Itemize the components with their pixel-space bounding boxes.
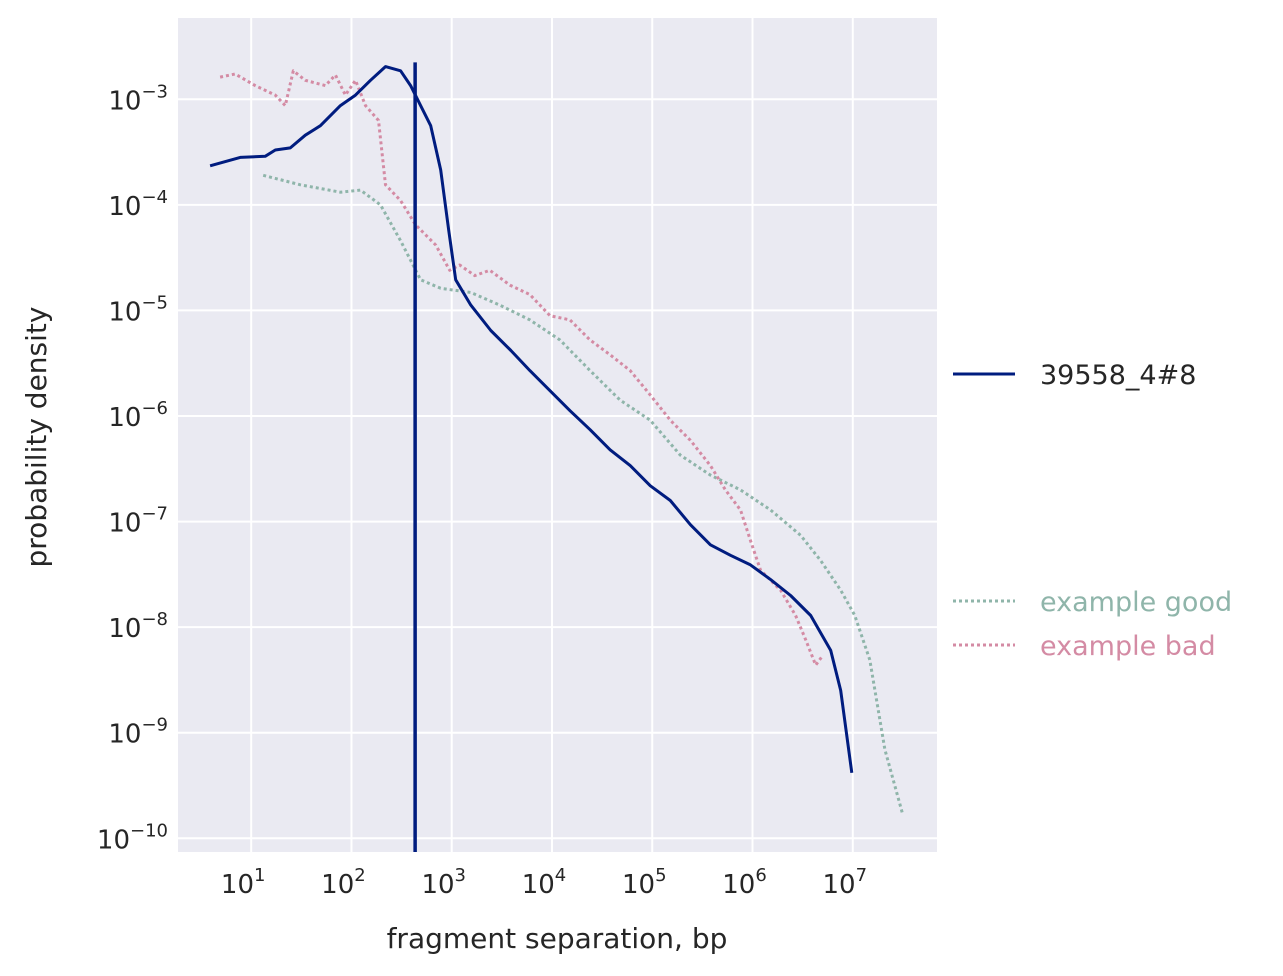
x-tick-label: 105	[622, 865, 667, 900]
x-tick-label: 103	[421, 865, 466, 900]
y-tick-label: 10−3	[108, 81, 168, 116]
y-tick-label: 10−7	[108, 504, 168, 539]
grid-lines	[178, 18, 937, 852]
legend-item: example bad	[953, 631, 1216, 662]
legend-item: 39558_4#8	[953, 360, 1196, 391]
y-tick-label: 10−4	[108, 187, 168, 222]
series-line-example-good	[262, 173, 905, 816]
y-tick-label: 10−8	[108, 609, 168, 644]
legend-label: example bad	[1040, 631, 1216, 662]
x-tick-label: 102	[321, 865, 366, 900]
x-tick-label: 107	[823, 865, 868, 900]
legend-item: example good	[953, 587, 1232, 618]
x-tick-label: 104	[522, 865, 567, 900]
y-tick-label: 10−5	[108, 292, 168, 327]
y-axis-label: probability density	[20, 307, 53, 568]
y-tick-label: 10−9	[108, 715, 168, 750]
legend-label: example good	[1040, 587, 1232, 618]
plot-area	[178, 18, 937, 852]
x-axis-label: fragment separation, bp	[387, 922, 728, 955]
y-tick-label: 10−6	[108, 398, 168, 433]
series-lines	[209, 62, 905, 852]
series-line-example-bad	[219, 69, 824, 667]
y-tick-labels: 10−3 10−4 10−5 10−6 10−7 10−8 10−9 10−10	[97, 81, 168, 855]
y-tick-label: 10−10	[97, 820, 168, 855]
legend-label: 39558_4#8	[1040, 360, 1196, 391]
x-tick-label: 101	[221, 865, 266, 900]
series-line-39558-4-8	[209, 65, 854, 774]
x-tick-label: 106	[722, 865, 767, 900]
x-tick-labels: 101 102 103 104 105 106 107	[221, 865, 867, 900]
